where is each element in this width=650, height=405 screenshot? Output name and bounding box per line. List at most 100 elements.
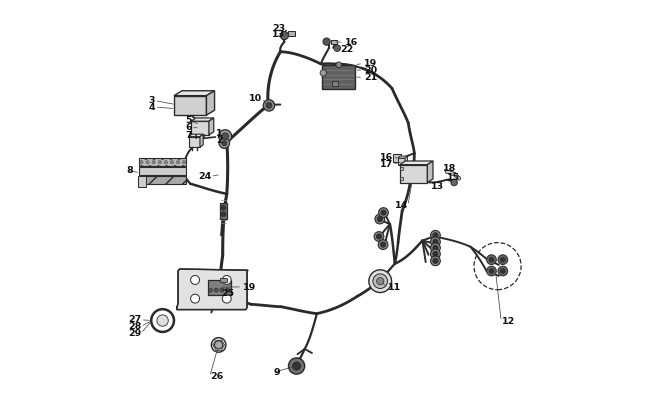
Circle shape xyxy=(430,256,440,266)
Circle shape xyxy=(489,269,494,274)
Bar xyxy=(400,168,403,171)
Circle shape xyxy=(334,46,341,52)
Circle shape xyxy=(170,161,174,164)
Text: 2: 2 xyxy=(216,135,223,144)
Bar xyxy=(139,159,186,167)
Circle shape xyxy=(209,288,213,292)
Text: 8: 8 xyxy=(126,166,133,175)
Bar xyxy=(398,159,405,165)
Circle shape xyxy=(157,315,168,326)
Circle shape xyxy=(221,206,226,211)
Text: 5: 5 xyxy=(185,116,192,125)
Circle shape xyxy=(378,208,388,218)
Circle shape xyxy=(190,276,200,285)
Bar xyxy=(220,203,227,220)
Text: 21: 21 xyxy=(364,73,377,82)
Circle shape xyxy=(263,100,275,112)
Circle shape xyxy=(222,294,231,303)
Circle shape xyxy=(164,161,168,164)
Text: 12: 12 xyxy=(502,316,515,325)
Text: 15: 15 xyxy=(447,173,460,182)
Polygon shape xyxy=(400,162,433,165)
Circle shape xyxy=(146,161,150,164)
Text: 11: 11 xyxy=(388,282,402,291)
Text: 24: 24 xyxy=(198,172,211,181)
Circle shape xyxy=(430,249,440,259)
Polygon shape xyxy=(398,157,408,159)
Circle shape xyxy=(336,63,342,68)
Circle shape xyxy=(373,274,387,289)
Text: 16: 16 xyxy=(380,153,393,162)
Circle shape xyxy=(381,243,385,247)
Circle shape xyxy=(378,240,388,250)
Circle shape xyxy=(226,288,229,292)
Text: 9: 9 xyxy=(274,367,280,376)
Circle shape xyxy=(183,161,186,164)
Polygon shape xyxy=(174,92,214,96)
Circle shape xyxy=(489,258,494,262)
Circle shape xyxy=(498,266,508,276)
Text: 19: 19 xyxy=(243,282,256,291)
Text: 23: 23 xyxy=(272,24,285,33)
Polygon shape xyxy=(405,157,408,165)
Circle shape xyxy=(323,39,330,46)
Circle shape xyxy=(433,246,438,251)
Circle shape xyxy=(211,338,226,352)
Circle shape xyxy=(374,232,384,242)
Circle shape xyxy=(430,231,440,241)
Text: 17: 17 xyxy=(380,160,393,168)
Polygon shape xyxy=(207,92,215,116)
Circle shape xyxy=(498,255,508,265)
Circle shape xyxy=(219,139,229,149)
Circle shape xyxy=(433,259,438,264)
Circle shape xyxy=(292,362,301,370)
Text: 6: 6 xyxy=(185,123,192,132)
Circle shape xyxy=(381,211,386,215)
Circle shape xyxy=(158,161,161,164)
Bar xyxy=(139,177,186,184)
Text: 18: 18 xyxy=(443,164,456,173)
Bar xyxy=(393,155,401,162)
Circle shape xyxy=(487,255,497,265)
Polygon shape xyxy=(209,119,214,136)
Text: 26: 26 xyxy=(211,371,224,380)
Bar xyxy=(138,176,146,188)
Circle shape xyxy=(289,358,305,374)
Circle shape xyxy=(220,288,224,292)
Circle shape xyxy=(280,32,289,40)
Circle shape xyxy=(140,161,143,164)
Text: 4: 4 xyxy=(149,102,155,111)
Circle shape xyxy=(221,212,226,217)
Text: 29: 29 xyxy=(128,328,142,337)
Bar xyxy=(174,96,207,116)
Circle shape xyxy=(376,278,384,285)
Circle shape xyxy=(433,233,438,238)
Bar xyxy=(208,280,231,295)
Bar xyxy=(331,40,337,45)
Text: 27: 27 xyxy=(128,315,142,324)
Circle shape xyxy=(152,161,155,164)
Bar xyxy=(188,137,200,148)
Text: 10: 10 xyxy=(250,94,263,102)
Circle shape xyxy=(190,294,200,303)
Polygon shape xyxy=(188,135,203,137)
Circle shape xyxy=(487,266,497,276)
Text: 7: 7 xyxy=(185,130,192,139)
Circle shape xyxy=(222,141,227,146)
Polygon shape xyxy=(427,162,433,183)
Polygon shape xyxy=(200,135,203,148)
Bar xyxy=(400,177,403,181)
Circle shape xyxy=(176,161,179,164)
Text: 19: 19 xyxy=(364,59,377,68)
Circle shape xyxy=(430,243,440,253)
Circle shape xyxy=(222,134,228,140)
Text: 28: 28 xyxy=(128,322,142,330)
Circle shape xyxy=(222,276,231,285)
Circle shape xyxy=(433,252,438,257)
Text: 16: 16 xyxy=(344,38,358,47)
Circle shape xyxy=(376,234,382,239)
Circle shape xyxy=(369,270,391,293)
Circle shape xyxy=(375,215,385,224)
Circle shape xyxy=(500,258,505,262)
Bar xyxy=(332,82,338,87)
